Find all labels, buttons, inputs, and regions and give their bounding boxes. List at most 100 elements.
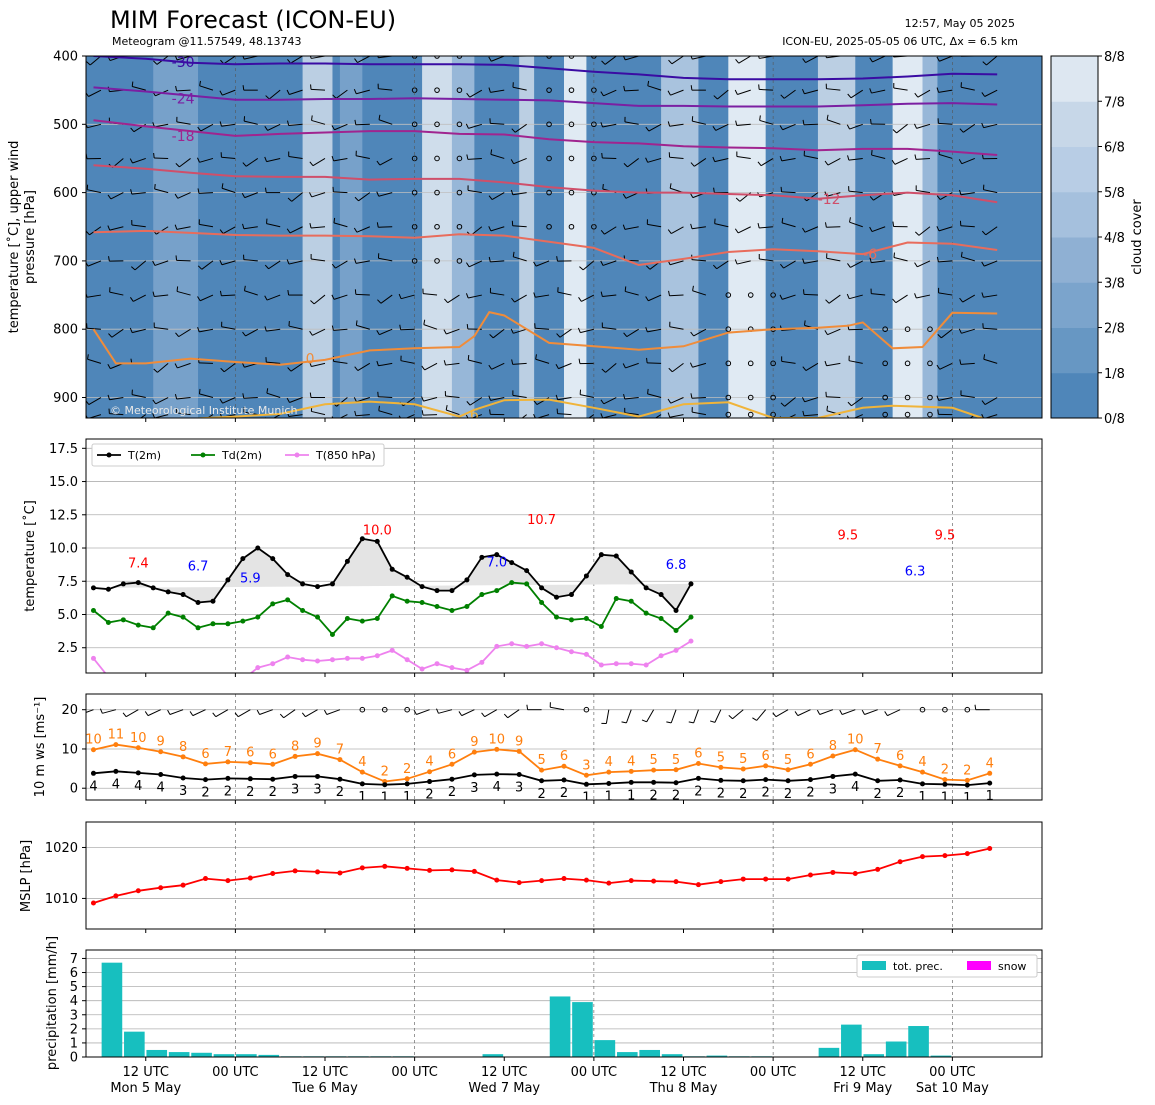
wind-barb bbox=[848, 360, 863, 364]
wind-barb bbox=[983, 327, 998, 330]
wind-barb bbox=[289, 89, 303, 95]
wind-barb-feather bbox=[129, 297, 134, 302]
series-point bbox=[524, 581, 530, 587]
wind-barb bbox=[806, 192, 819, 202]
wind-barb-feather bbox=[981, 400, 986, 405]
wind-barb-feather bbox=[130, 127, 135, 133]
wind-barb bbox=[490, 292, 505, 296]
wind-barb bbox=[88, 89, 102, 97]
colorbar-tick-label: 1/8 bbox=[1104, 367, 1125, 382]
location-subtitle: Meteogram @11.57549, 48.13743 bbox=[112, 35, 302, 48]
wind-barb-feather bbox=[645, 157, 649, 163]
wind-barb-feather bbox=[488, 195, 493, 200]
wind-barb bbox=[492, 328, 505, 339]
wind-barb-feather bbox=[690, 56, 693, 60]
wind-barb-feather bbox=[376, 360, 379, 366]
series-point bbox=[181, 702, 186, 707]
series-point bbox=[479, 554, 485, 560]
wind-barb bbox=[853, 414, 863, 418]
wind-barb bbox=[357, 362, 371, 371]
series-point bbox=[673, 780, 679, 786]
precipitation-bar bbox=[639, 1049, 660, 1057]
wind-barb-feather bbox=[488, 87, 491, 93]
series-point bbox=[651, 767, 657, 773]
isotherm-label: -6 bbox=[863, 247, 877, 263]
wind-value-label: 3 bbox=[179, 784, 187, 799]
wind-barb-feather bbox=[212, 712, 217, 718]
series-point bbox=[337, 757, 343, 763]
wind-barb-feather bbox=[242, 393, 245, 399]
wind-barb-feather bbox=[131, 51, 132, 56]
wind-barb bbox=[199, 157, 214, 163]
wind-barb bbox=[311, 410, 326, 416]
wind-value-label: 2 bbox=[560, 786, 568, 801]
wind-barb-feather bbox=[87, 354, 89, 360]
series-point bbox=[106, 674, 111, 679]
series-point bbox=[315, 614, 321, 620]
wind-barb-feather bbox=[219, 398, 224, 404]
series-point bbox=[785, 767, 791, 773]
wind-value-label: 3 bbox=[313, 782, 321, 797]
series-point bbox=[875, 778, 881, 784]
wind-barb-feather bbox=[847, 263, 851, 268]
legend-box bbox=[91, 443, 385, 467]
time-axis-labels: 12 UTC Mon 5 May 00 UTC 12 UTC Tue 6 May 00 U… bbox=[110, 1065, 989, 1096]
cloud-cover-band bbox=[661, 56, 699, 418]
wind-barb-feather bbox=[466, 401, 471, 406]
wind-barb bbox=[132, 328, 146, 334]
series-point bbox=[292, 753, 298, 759]
y-tick-label: 20 bbox=[61, 703, 78, 718]
wind-barb-feather bbox=[533, 292, 536, 298]
wind-barb bbox=[288, 123, 303, 127]
series-point bbox=[673, 608, 679, 614]
wind-barb-feather bbox=[445, 405, 448, 411]
wind-barb-feather bbox=[264, 187, 267, 193]
series-point bbox=[225, 577, 231, 583]
precipitation-bar bbox=[818, 1047, 840, 1057]
wind-barb bbox=[333, 191, 348, 194]
series-point bbox=[471, 772, 477, 778]
wind-barb-feather bbox=[846, 293, 850, 299]
wind-barb bbox=[221, 326, 236, 330]
wind-barb-feather bbox=[331, 125, 335, 131]
y-axis-label: MSLP [hPa] bbox=[19, 840, 34, 912]
wind-barb bbox=[672, 362, 684, 373]
mslp-plot-area bbox=[90, 822, 993, 929]
wind-barb-feather bbox=[242, 162, 247, 167]
wind-barb bbox=[669, 294, 684, 297]
wind-barb bbox=[176, 56, 191, 61]
series-point bbox=[838, 0, 843, 3]
series-point bbox=[210, 694, 215, 699]
wind-barb bbox=[336, 397, 348, 407]
series-point bbox=[158, 885, 164, 891]
wind-barb bbox=[624, 412, 639, 416]
series-point bbox=[718, 879, 724, 885]
wind-barb-feather bbox=[578, 358, 581, 364]
wind-barb-feather bbox=[600, 122, 604, 128]
series-point bbox=[285, 654, 291, 660]
precipitation-bar bbox=[124, 1031, 145, 1057]
wind-barb-feather bbox=[917, 47, 918, 52]
gust-value-label: 5 bbox=[672, 753, 680, 768]
wind-barb bbox=[715, 123, 729, 131]
wind-barb-feather bbox=[423, 319, 426, 325]
series-point bbox=[240, 618, 246, 624]
wind-barb bbox=[939, 362, 953, 370]
wind-barb-feather bbox=[354, 196, 359, 202]
wind-barb bbox=[378, 88, 393, 91]
wind-barb-feather bbox=[331, 263, 336, 269]
wind-barb bbox=[917, 260, 931, 268]
wind-value-label: 1 bbox=[582, 790, 590, 805]
wind-barb bbox=[804, 397, 819, 403]
wind-barb-feather bbox=[512, 251, 515, 257]
wind-barb bbox=[87, 189, 102, 194]
wind-barb bbox=[784, 397, 796, 407]
series-point bbox=[823, 0, 828, 3]
series-point bbox=[90, 585, 96, 591]
wind-barb-feather bbox=[264, 264, 269, 270]
wind-barb bbox=[266, 328, 281, 332]
wind-barb-feather bbox=[826, 405, 829, 411]
extremum-label: 10.0 bbox=[363, 523, 392, 538]
wind-barb bbox=[177, 192, 191, 199]
wind-barb-feather bbox=[241, 193, 246, 198]
